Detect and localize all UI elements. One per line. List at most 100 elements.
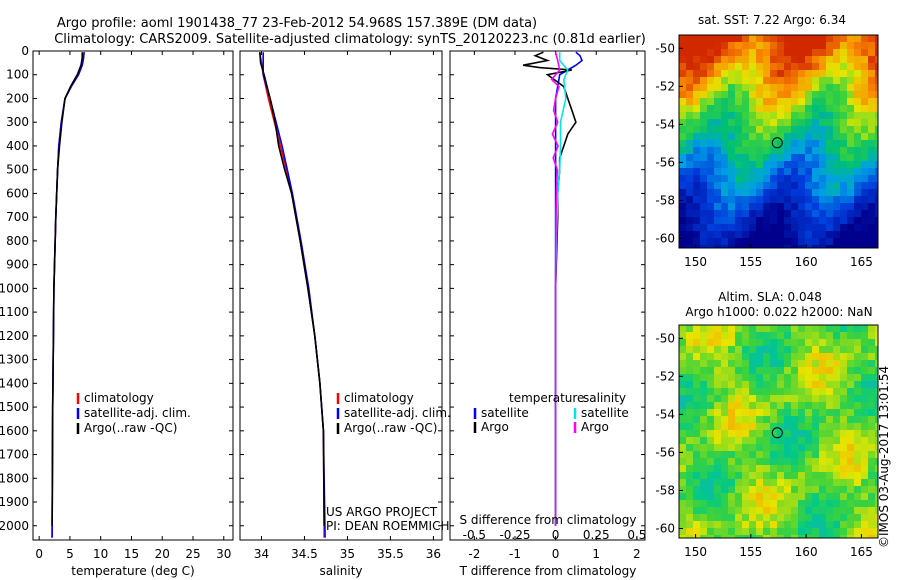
- sla-cell: [742, 465, 750, 473]
- sst-cell: [707, 224, 715, 232]
- sla-cell: [777, 430, 785, 438]
- sst-cell: [840, 56, 848, 64]
- sst-cell: [826, 98, 834, 106]
- sst-cell: [868, 133, 876, 141]
- sst-cell: [742, 126, 750, 134]
- sla-cell: [784, 325, 792, 333]
- sst-cell: [812, 91, 820, 99]
- sst-cell: [770, 70, 778, 78]
- sst-cell: [854, 154, 862, 162]
- sla-cell: [735, 332, 743, 340]
- sst-cell: [763, 175, 771, 183]
- sla-cell: [868, 493, 876, 501]
- sst-cell: [679, 196, 687, 204]
- sla-map-subtitle: Argo h1000: 0.022 h2000: NaN: [685, 305, 872, 319]
- sst-cell: [714, 203, 722, 211]
- sla-cell: [854, 346, 862, 354]
- sla-cell: [798, 381, 806, 389]
- sst-cell: [826, 91, 834, 99]
- sst-cell: [749, 161, 757, 169]
- diff-legend-header-t: temperature: [509, 391, 584, 405]
- sla-cell: [777, 381, 785, 389]
- sst-cell: [693, 140, 701, 148]
- sst-cell: [763, 56, 771, 64]
- sla-cell: [833, 430, 841, 438]
- sst-cell: [854, 49, 862, 57]
- sla-cell: [679, 374, 687, 382]
- sst-cell: [749, 42, 757, 50]
- sla-cell: [763, 493, 771, 501]
- depth-tick-label: 1800: [0, 471, 29, 485]
- sst-cell: [763, 161, 771, 169]
- sst-cell: [819, 203, 827, 211]
- sst-cell: [721, 168, 729, 176]
- sst-cell: [868, 42, 876, 50]
- sla-cell: [812, 360, 820, 368]
- sla-cell: [798, 353, 806, 361]
- sst-cell: [826, 56, 834, 64]
- sla-cell: [847, 493, 855, 501]
- sla-cell: [826, 521, 834, 529]
- sla-cell: [861, 507, 869, 515]
- sla-cell: [693, 493, 701, 501]
- sst-cell: [721, 70, 729, 78]
- sst-cell: [791, 231, 799, 239]
- sla-cell: [791, 353, 799, 361]
- sla-cell: [679, 416, 687, 424]
- sst-cell: [735, 238, 743, 246]
- sst-cell: [707, 175, 715, 183]
- sla-cell: [714, 423, 722, 431]
- sla-cell: [714, 465, 722, 473]
- sla-cell: [749, 402, 757, 410]
- sla-cell: [700, 535, 708, 539]
- sla-cell: [749, 465, 757, 473]
- sst-cell: [777, 77, 785, 85]
- sst-cell: [749, 231, 757, 239]
- sla-cell: [819, 381, 827, 389]
- sla-cell: [686, 493, 694, 501]
- sst-cell: [728, 182, 736, 190]
- sla-cell: [700, 332, 708, 340]
- sst-cell: [742, 182, 750, 190]
- sst-cell: [770, 77, 778, 85]
- sla-cell: [679, 521, 687, 529]
- sla-cell: [763, 339, 771, 347]
- sst-cell: [749, 140, 757, 148]
- sst-cell: [784, 210, 792, 218]
- sst-cell: [770, 133, 778, 141]
- sla-cell: [777, 395, 785, 403]
- sla-cell: [798, 367, 806, 375]
- sla-cell: [749, 458, 757, 466]
- depth-tick-label: 1200: [0, 329, 29, 343]
- sst-cell: [805, 210, 813, 218]
- sla-cell: [693, 381, 701, 389]
- sst-cell: [756, 182, 764, 190]
- sst-cell: [686, 84, 694, 92]
- sst-cell: [861, 224, 869, 232]
- sst-cell: [742, 119, 750, 127]
- sst-cell: [819, 168, 827, 176]
- sla-cell: [840, 437, 848, 445]
- sst-cell: [798, 35, 806, 43]
- sla-cell: [861, 367, 869, 375]
- sla-cell: [854, 388, 862, 396]
- depth-tick-label: 500: [6, 163, 29, 177]
- sst-cell: [763, 154, 771, 162]
- sla-cell: [784, 528, 792, 536]
- salinity-xtick-label: 36: [426, 547, 441, 561]
- sla-cell: [840, 493, 848, 501]
- sst-cell: [707, 210, 715, 218]
- sst-cell: [833, 133, 841, 141]
- sst-cell: [854, 133, 862, 141]
- sst-cell: [805, 105, 813, 113]
- sla-cell: [861, 535, 869, 539]
- sst-cell: [770, 175, 778, 183]
- sst-cell: [840, 147, 848, 155]
- sla-cell: [777, 465, 785, 473]
- sla-cell: [714, 325, 722, 333]
- sst-cell: [735, 217, 743, 225]
- sst-cell: [791, 224, 799, 232]
- sla-cell: [756, 409, 764, 417]
- sla-cell: [805, 423, 813, 431]
- sst-cell: [700, 119, 708, 127]
